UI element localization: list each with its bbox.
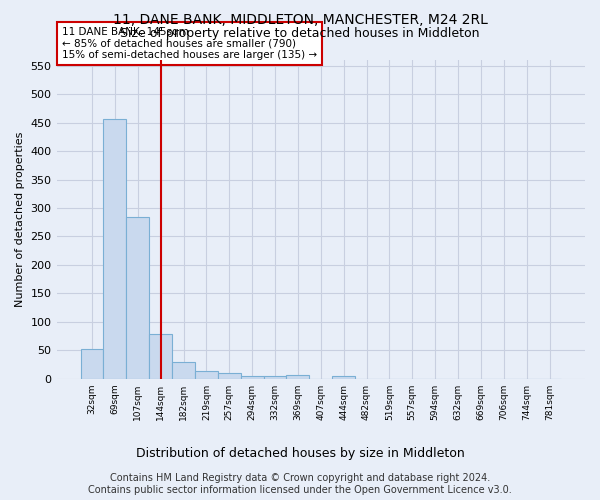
- Bar: [332, 376, 355, 379]
- Text: 11, DANE BANK, MIDDLETON, MANCHESTER, M24 2RL: 11, DANE BANK, MIDDLETON, MANCHESTER, M2…: [113, 12, 487, 26]
- Bar: [149, 334, 172, 379]
- Text: 11 DANE BANK: 145sqm
← 85% of detached houses are smaller (790)
15% of semi-deta: 11 DANE BANK: 145sqm ← 85% of detached h…: [62, 27, 317, 60]
- Bar: [263, 376, 286, 379]
- Bar: [218, 373, 241, 379]
- Bar: [195, 371, 218, 379]
- Text: Contains HM Land Registry data © Crown copyright and database right 2024.
Contai: Contains HM Land Registry data © Crown c…: [88, 474, 512, 495]
- Bar: [172, 362, 195, 379]
- Bar: [80, 348, 103, 379]
- Bar: [127, 216, 149, 379]
- Text: Distribution of detached houses by size in Middleton: Distribution of detached houses by size …: [136, 448, 464, 460]
- Text: Size of property relative to detached houses in Middleton: Size of property relative to detached ho…: [120, 28, 480, 40]
- Bar: [103, 118, 127, 379]
- Bar: [286, 376, 310, 379]
- Bar: [241, 376, 263, 379]
- Y-axis label: Number of detached properties: Number of detached properties: [15, 132, 25, 307]
